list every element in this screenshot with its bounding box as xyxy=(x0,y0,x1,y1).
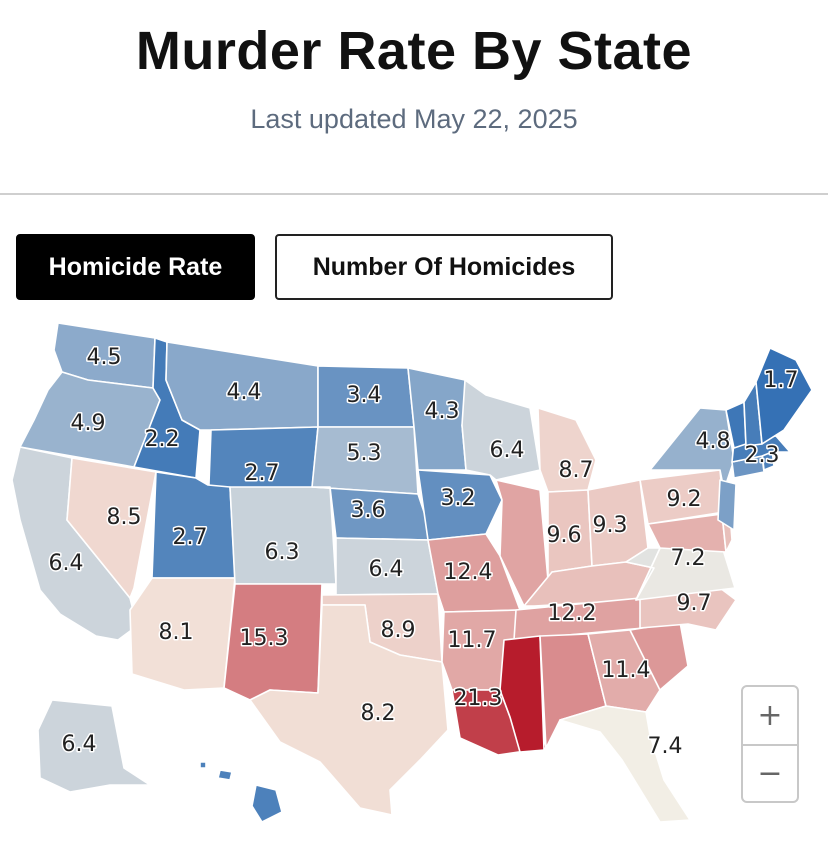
label-wa: 4.5 xyxy=(87,345,122,370)
label-pa: 9.2 xyxy=(667,487,702,512)
label-ok: 8.9 xyxy=(381,618,416,643)
label-wi: 6.4 xyxy=(490,438,525,463)
state-wv[interactable] xyxy=(625,547,661,601)
label-mn: 4.3 xyxy=(425,399,460,424)
label-ga: 11.4 xyxy=(602,658,651,683)
label-mi: 8.7 xyxy=(559,458,594,483)
label-ar: 11.7 xyxy=(448,628,497,653)
us-choropleth-map[interactable]: 4.5 4.9 6.4 2.2 8.5 4.4 2.7 2.7 8.1 6.3 15.3 3.4 5.3… xyxy=(0,310,828,830)
state-tx[interactable] xyxy=(249,604,449,816)
state-ga[interactable] xyxy=(587,629,661,713)
state-co[interactable] xyxy=(229,486,337,585)
state-nv[interactable] xyxy=(66,457,157,599)
page-title: Murder Rate By State xyxy=(135,21,693,81)
state-wi[interactable] xyxy=(461,379,541,481)
last-updated-text: Last updated May 22, 2025 xyxy=(250,104,578,134)
zoom-out-button[interactable]: − xyxy=(757,756,783,791)
state-hi-island-2[interactable] xyxy=(217,769,233,781)
label-az: 8.1 xyxy=(159,620,194,645)
label-or: 4.9 xyxy=(71,411,106,436)
label-nv: 8.5 xyxy=(107,505,142,530)
header-divider xyxy=(0,193,828,195)
label-fl: 7.4 xyxy=(648,734,683,759)
state-fl[interactable] xyxy=(559,705,691,823)
state-hi-island-3[interactable] xyxy=(251,784,283,823)
label-ma: 2.3 xyxy=(745,443,780,468)
label-me: 1.7 xyxy=(764,368,799,393)
label-va: 7.2 xyxy=(671,546,706,571)
label-oh: 9.3 xyxy=(593,513,628,538)
label-mt: 4.4 xyxy=(227,380,262,405)
state-hi[interactable] xyxy=(199,761,207,769)
label-tx: 8.2 xyxy=(361,701,396,726)
state-nj[interactable] xyxy=(717,479,737,531)
state-ak[interactable] xyxy=(37,699,151,793)
label-ak: 6.4 xyxy=(62,732,97,757)
label-co: 6.3 xyxy=(265,540,300,565)
label-ny: 4.8 xyxy=(696,429,731,454)
label-ia: 3.2 xyxy=(441,486,476,511)
map-canvas[interactable]: 4.5 4.9 6.4 2.2 8.5 4.4 2.7 2.7 8.1 6.3 15.3 3.4 5.3… xyxy=(0,310,828,830)
zoom-in-button[interactable]: + xyxy=(743,687,797,746)
label-nd: 3.4 xyxy=(347,383,382,408)
label-in: 9.6 xyxy=(547,523,582,548)
label-wy: 2.7 xyxy=(245,461,280,486)
label-mo: 12.4 xyxy=(444,560,493,585)
label-sd: 5.3 xyxy=(347,441,382,466)
label-ne: 3.6 xyxy=(351,498,386,523)
label-ks: 6.4 xyxy=(369,557,404,582)
zoom-control: + − xyxy=(741,685,799,803)
state-me[interactable] xyxy=(755,347,813,445)
label-ca: 6.4 xyxy=(49,551,84,576)
label-id: 2.2 xyxy=(145,427,180,452)
tab-homicide-rate[interactable]: Homicide Rate xyxy=(16,234,255,300)
label-ut: 2.7 xyxy=(173,525,208,550)
tab-number-of-homicides[interactable]: Number Of Homicides xyxy=(275,234,613,300)
label-tn: 12.2 xyxy=(548,601,597,626)
label-nm: 15.3 xyxy=(240,626,289,651)
label-la: 21.3 xyxy=(454,686,503,711)
state-ia[interactable] xyxy=(417,469,503,541)
label-nc: 9.7 xyxy=(677,591,712,616)
